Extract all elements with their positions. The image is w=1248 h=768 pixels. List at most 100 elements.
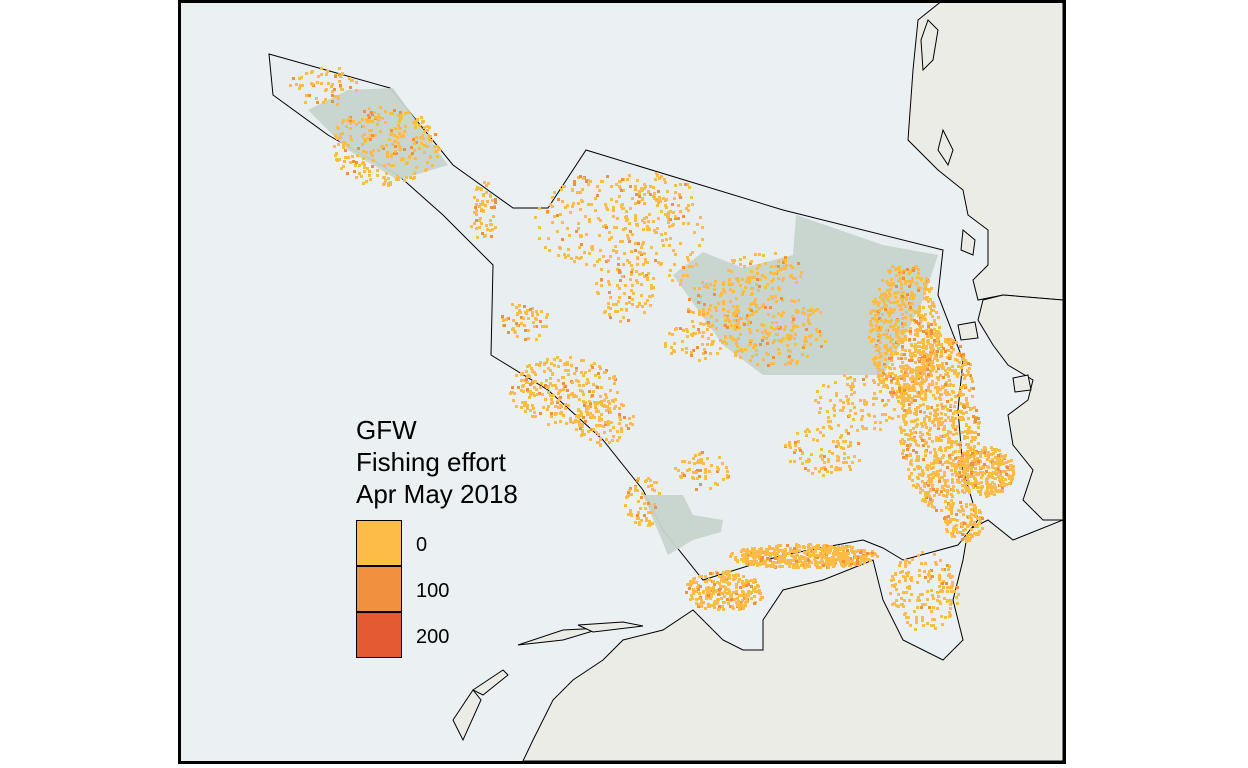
effort-cell (615, 303, 618, 306)
effort-cell (925, 332, 928, 335)
effort-cell (1007, 468, 1010, 471)
effort-cell (940, 393, 943, 396)
effort-cell (609, 255, 612, 258)
effort-cell (755, 550, 758, 553)
effort-cell (494, 198, 497, 201)
effort-cell (986, 458, 989, 461)
effort-cell (697, 328, 700, 331)
effort-cell (816, 439, 819, 442)
effort-cell (967, 537, 970, 540)
effort-cell (961, 479, 964, 482)
effort-cell (939, 446, 942, 449)
effort-cell (885, 295, 888, 298)
effort-cell (906, 433, 909, 436)
effort-cell (926, 359, 929, 362)
effort-cell (341, 132, 344, 135)
effort-cell (937, 423, 940, 426)
effort-cell (660, 233, 663, 236)
effort-cell (423, 151, 426, 154)
effort-cell (301, 84, 304, 87)
effort-cell (928, 437, 931, 440)
effort-cell (923, 292, 926, 295)
effort-cell (602, 425, 605, 428)
effort-cell (840, 548, 843, 551)
effort-cell (953, 535, 956, 538)
effort-cell (599, 424, 602, 427)
effort-cell (581, 423, 584, 426)
effort-cell (781, 299, 784, 302)
effort-cell (718, 590, 721, 593)
effort-cell (848, 564, 851, 567)
effort-cell (669, 237, 672, 240)
effort-cell (904, 386, 907, 389)
effort-cell (904, 579, 907, 582)
effort-cell (403, 130, 406, 133)
effort-cell (608, 407, 611, 410)
effort-cell (658, 492, 661, 495)
effort-cell (708, 589, 711, 592)
effort-cell (930, 374, 933, 377)
effort-cell (899, 277, 902, 280)
effort-cell (595, 282, 598, 285)
effort-cell (891, 301, 894, 304)
effort-cell (889, 301, 892, 304)
effort-cell (707, 324, 710, 327)
effort-cell (951, 365, 954, 368)
effort-cell (953, 372, 956, 375)
effort-cell (673, 197, 676, 200)
effort-cell (878, 364, 881, 367)
effort-cell (697, 584, 700, 587)
effort-cell (886, 289, 889, 292)
effort-cell (832, 557, 835, 560)
effort-cell (924, 346, 927, 349)
effort-cell (842, 440, 845, 443)
effort-cell (567, 394, 570, 397)
effort-cell (928, 477, 931, 480)
effort-cell (780, 557, 783, 560)
effort-cell (926, 335, 929, 338)
effort-cell (908, 272, 911, 275)
effort-cell (923, 439, 926, 442)
effort-cell (928, 406, 931, 409)
effort-cell (839, 409, 842, 412)
effort-cell (910, 344, 913, 347)
effort-cell (974, 523, 977, 526)
effort-cell (734, 324, 737, 327)
effort-cell (749, 321, 752, 324)
effort-cell (974, 417, 977, 420)
effort-cell (832, 552, 835, 555)
effort-cell (344, 149, 347, 152)
effort-cell (975, 409, 978, 412)
effort-cell (645, 517, 648, 520)
effort-cell (630, 250, 633, 253)
effort-cell (936, 408, 939, 411)
effort-cell (970, 517, 973, 520)
effort-cell (758, 553, 761, 556)
effort-cell (967, 524, 970, 527)
effort-cell (718, 582, 721, 585)
effort-cell (521, 401, 524, 404)
effort-cell (851, 402, 854, 405)
effort-cell (963, 462, 966, 465)
effort-cell (547, 423, 550, 426)
effort-cell (919, 404, 922, 407)
effort-cell (702, 308, 705, 311)
effort-cell (654, 231, 657, 234)
effort-cell (784, 267, 787, 270)
effort-cell (619, 240, 622, 243)
effort-cell (721, 592, 724, 595)
effort-cell (904, 280, 907, 283)
effort-cell (938, 326, 941, 329)
effort-cell (622, 316, 625, 319)
effort-cell (419, 136, 422, 139)
effort-cell (919, 410, 922, 413)
effort-cell (970, 377, 973, 380)
effort-cell (898, 390, 901, 393)
effort-cell (422, 137, 425, 140)
effort-cell (618, 415, 621, 418)
effort-cell (948, 384, 951, 387)
effort-cell (837, 442, 840, 445)
effort-cell (362, 161, 365, 164)
effort-cell (772, 341, 775, 344)
effort-cell (987, 475, 990, 478)
